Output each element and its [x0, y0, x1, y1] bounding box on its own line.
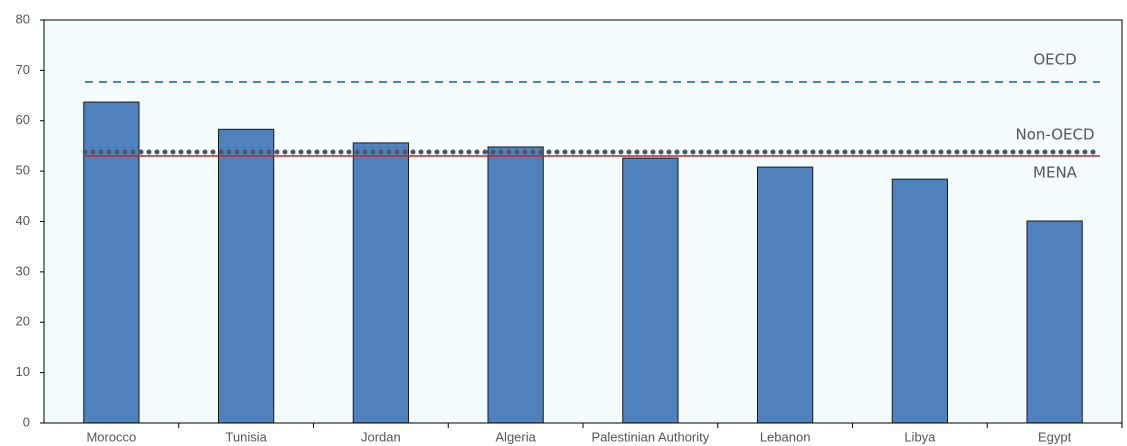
y-tick-label: 80 — [16, 11, 30, 26]
y-tick-label: 20 — [16, 314, 30, 329]
bar — [487, 146, 544, 424]
reference-label: Non-OECD — [1015, 125, 1094, 143]
y-tick-label: 50 — [16, 163, 30, 178]
bar — [352, 142, 409, 424]
x-tick-label: Egypt — [1038, 429, 1072, 444]
y-tick-label: 10 — [16, 364, 30, 379]
x-tick-label: Lebanon — [760, 429, 811, 444]
bar — [218, 128, 275, 424]
reference-label: MENA — [1033, 164, 1078, 182]
x-tick-label: Palestinian Authority — [591, 429, 709, 444]
x-tick-label: Morocco — [86, 429, 136, 444]
y-tick-label: 70 — [16, 62, 30, 77]
reference-label: OECD — [1033, 50, 1076, 68]
bar — [622, 157, 679, 424]
y-tick-label: 0 — [23, 414, 30, 429]
y-tick-label: 30 — [16, 263, 30, 278]
x-tick-label: Libya — [904, 429, 936, 444]
bar — [1026, 220, 1083, 424]
x-tick-label: Tunisia — [225, 429, 267, 444]
bar — [891, 178, 948, 424]
plot-area — [43, 19, 1123, 424]
x-tick-label: Jordan — [361, 429, 401, 444]
y-tick-label: 40 — [16, 213, 30, 228]
bar — [757, 166, 814, 424]
x-tick-label: Algeria — [495, 429, 536, 444]
y-tick-label: 60 — [16, 112, 30, 127]
